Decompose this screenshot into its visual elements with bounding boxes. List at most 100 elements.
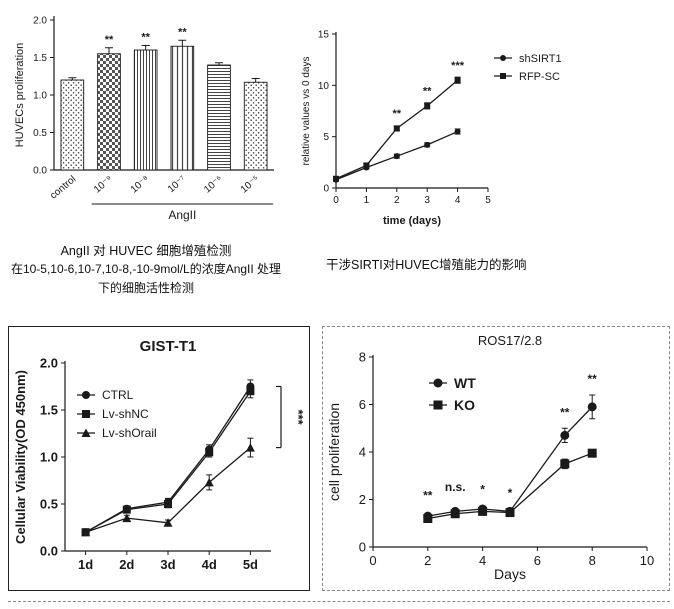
svg-text:KO: KO (454, 397, 475, 413)
gist-t1: 0.0 0.5 1.0 1.5 2.0 1d 2d 3d 4d 5d GIST-T1 Cellular… (13, 338, 306, 572)
legend: CTRL Lv-shNC Lv-shOrail (77, 388, 157, 440)
svg-text:cell proliferation: cell proliferation (326, 403, 342, 501)
svg-text:3: 3 (424, 195, 430, 206)
svg-text:*: * (480, 483, 485, 497)
svg-text:0.0: 0.0 (40, 544, 58, 559)
svg-text:0: 0 (359, 540, 366, 555)
svg-text:shSIRT1: shSIRT1 (519, 53, 562, 65)
svg-text:3d: 3d (160, 557, 175, 572)
svg-text:***: *** (291, 409, 306, 425)
series-WT (423, 394, 597, 521)
ros17-2-8: 0 2 4 6 8 0 2 4 6 8 10 ROS17/2.8 cell proliferation D… (326, 333, 654, 582)
svg-text:1.0: 1.0 (33, 91, 47, 102)
series-shSIRT1 (333, 128, 461, 183)
svg-text:0: 0 (323, 184, 329, 195)
svg-text:GIST-T1: GIST-T1 (140, 338, 197, 355)
svg-text:10⁻⁹: 10⁻⁹ (92, 174, 115, 196)
svg-text:2: 2 (424, 553, 431, 568)
gist-t1-line-chart: 0.0 0.5 1.0 1.5 2.0 1d 2d 3d 4d 5d GIST-T1 Cellular… (9, 327, 309, 587)
svg-text:6: 6 (359, 397, 366, 412)
svg-text:relative values vs 0 days: relative values vs 0 days (301, 57, 312, 166)
huvec-bar: 0.0 0.5 1.0 1.5 2.0 control ** 10⁻⁹ ** 10⁻⁸ ** 10⁻⁷… (14, 16, 274, 222)
svg-text:2: 2 (359, 492, 366, 507)
bottom-dashed-divider (8, 601, 670, 602)
svg-text:time (days): time (days) (383, 215, 441, 227)
svg-text:0.5: 0.5 (40, 497, 58, 512)
gist-panel-box: 0.0 0.5 1.0 1.5 2.0 1d 2d 3d 4d 5d GIST-T1 Cellular… (8, 326, 310, 591)
caption-angii-huvec: AngII 对 HUVEC 细胞增殖检测 (60, 244, 232, 258)
svg-text:**: ** (105, 34, 114, 46)
svg-text:Days: Days (494, 566, 526, 582)
svg-text:4d: 4d (202, 557, 217, 572)
ros17-line-chart: 0 2 4 6 8 0 2 4 6 8 10 ROS17/2.8 cell proliferation D… (323, 327, 669, 587)
svg-text:**: ** (141, 32, 150, 44)
svg-text:**: ** (393, 108, 402, 120)
svg-text:8: 8 (589, 553, 596, 568)
svg-text:1.5: 1.5 (33, 53, 47, 64)
bar-3: ** (170, 26, 195, 171)
svg-text:4: 4 (455, 195, 461, 206)
svg-text:Lv-shNC: Lv-shNC (102, 407, 149, 421)
svg-text:2.0: 2.0 (40, 356, 58, 371)
series-RFP-SC (333, 76, 461, 182)
bar-1: ** (97, 34, 121, 171)
svg-text:**: ** (178, 26, 187, 38)
series-Lv-shOrail (81, 437, 255, 537)
bar-5 (243, 78, 268, 171)
svg-text:RFP-SC: RFP-SC (519, 71, 560, 83)
svg-text:0: 0 (333, 195, 339, 206)
huvec-proliferation-bar-chart: 0.0 0.5 1.0 1.5 2.0 control ** 10⁻⁹ ** 10⁻⁸ ** 10⁻⁷… (10, 4, 282, 236)
legend: shSIRT1 RFP-SC (494, 53, 562, 83)
series-CTRL (81, 379, 255, 537)
svg-text:**: ** (560, 405, 570, 419)
svg-text:1d: 1d (78, 557, 93, 572)
svg-text:0: 0 (369, 553, 376, 568)
svg-text:2d: 2d (119, 557, 134, 572)
bar-2: ** (133, 32, 158, 171)
svg-text:15: 15 (318, 30, 330, 41)
svg-text:***: *** (451, 60, 465, 72)
svg-text:0.5: 0.5 (33, 128, 47, 139)
svg-text:1.5: 1.5 (40, 403, 58, 418)
svg-text:5: 5 (323, 132, 329, 143)
svg-text:4: 4 (359, 445, 366, 460)
caption-concentrations: 在10-5,10-6,10-7,10-8,-10-9mol/L的浓度AngII … (10, 262, 282, 295)
svg-text:**: ** (423, 489, 433, 503)
svg-text:**: ** (423, 86, 432, 98)
svg-text:1: 1 (364, 195, 370, 206)
svg-text:5d: 5d (243, 557, 258, 572)
svg-text:Cellular Viability(OD 450nm): Cellular Viability(OD 450nm) (13, 370, 28, 544)
svg-text:**: ** (588, 372, 598, 386)
sirt1-line: 0 5 10 15 0 1 2 3 4 5 relative values vs 0 days tim… (301, 30, 562, 228)
svg-text:CTRL: CTRL (102, 388, 134, 402)
svg-text:10⁻⁷: 10⁻⁷ (166, 174, 189, 196)
bar-0 (60, 77, 85, 171)
svg-text:10⁻⁵: 10⁻⁵ (239, 174, 262, 196)
svg-text:control: control (48, 174, 78, 202)
series-KO (423, 448, 597, 523)
svg-text:4: 4 (479, 553, 486, 568)
svg-text:ROS17/2.8: ROS17/2.8 (478, 333, 542, 348)
ros-panel-box: 0 2 4 6 8 0 2 4 6 8 10 ROS17/2.8 cell proliferation D… (322, 326, 670, 591)
svg-text:10: 10 (640, 553, 654, 568)
svg-text:n.s.: n.s. (445, 480, 466, 494)
svg-text:8: 8 (359, 350, 366, 365)
svg-text:10: 10 (318, 81, 330, 92)
svg-text:10⁻⁸: 10⁻⁸ (129, 174, 152, 196)
svg-text:0.0: 0.0 (33, 166, 47, 177)
caption-sirt1-effect: 干涉SIRTI对HUVEC增殖能力的影响 (326, 258, 527, 272)
svg-text:6: 6 (534, 553, 541, 568)
svg-text:5: 5 (485, 195, 491, 206)
svg-text:1.0: 1.0 (40, 450, 58, 465)
sirt1-growth-line-chart: 0 5 10 15 0 1 2 3 4 5 relative values vs 0 days tim… (296, 20, 588, 232)
svg-text:HUVECs proliferation: HUVECs proliferation (14, 43, 26, 148)
svg-text:Lv-shOrail: Lv-shOrail (102, 426, 157, 440)
svg-text:2: 2 (394, 195, 400, 206)
svg-text:10⁻⁶: 10⁻⁶ (202, 174, 225, 196)
svg-text:*: * (508, 486, 513, 500)
svg-text:2.0: 2.0 (33, 16, 47, 27)
svg-text:WT: WT (454, 375, 476, 391)
legend: WT KO (429, 375, 476, 413)
bar-4 (207, 62, 231, 171)
